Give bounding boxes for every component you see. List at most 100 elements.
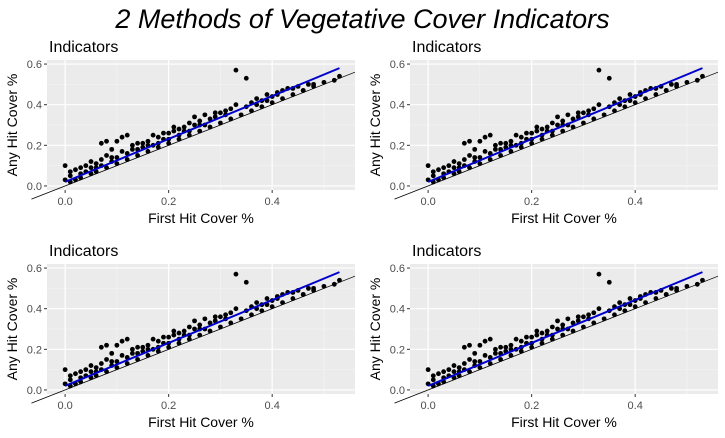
data-point <box>218 110 223 116</box>
data-point <box>596 271 602 277</box>
data-point <box>596 102 602 108</box>
data-point <box>575 110 581 116</box>
data-point <box>534 128 540 134</box>
data-point <box>467 138 472 144</box>
points-layer <box>425 67 705 185</box>
data-point <box>498 140 503 146</box>
data-point <box>161 334 166 340</box>
data-point <box>119 149 125 154</box>
data-point <box>114 155 120 160</box>
data-point <box>461 361 467 366</box>
panel-4: 0.0 0.2 0.4 0.0 0.2 0.4 0.6 Indicators First Hit… <box>367 243 719 430</box>
x-tick-label: 0.0 <box>420 196 435 208</box>
data-point <box>254 300 260 305</box>
data-point <box>493 142 498 148</box>
data-point <box>192 114 197 120</box>
reference-line <box>394 71 719 200</box>
x-tick-label: 0.4 <box>628 400 643 412</box>
data-point <box>606 75 612 81</box>
y-tick-label: 0.0 <box>27 385 42 397</box>
data-point <box>586 312 591 318</box>
panel-title: Indicators <box>412 243 481 260</box>
data-point <box>228 310 234 316</box>
data-point <box>482 149 488 154</box>
data-point <box>529 130 535 136</box>
data-point <box>88 363 94 368</box>
data-point <box>477 359 483 364</box>
y-tick-label: 0.2 <box>27 140 42 152</box>
x-tick-label: 0.2 <box>161 400 176 412</box>
panel-2: 0.0 0.2 0.4 0.0 0.2 0.4 0.6 Indicators First Hit… <box>367 39 719 226</box>
x-axis-label: First Hit Cover % <box>511 414 617 430</box>
data-point <box>513 336 519 342</box>
data-point <box>425 367 431 373</box>
data-point <box>124 336 130 342</box>
data-point <box>493 346 498 352</box>
x-tick-label: 0.4 <box>628 196 643 208</box>
data-point <box>192 318 197 324</box>
fit-line <box>427 271 703 387</box>
fit-line <box>64 271 340 387</box>
data-point <box>544 124 550 130</box>
data-point <box>451 363 457 368</box>
y-tick-label: 0.0 <box>27 181 42 193</box>
data-point <box>192 326 197 332</box>
data-point <box>498 344 503 350</box>
data-point <box>456 365 462 370</box>
y-tick-label: 0.6 <box>390 59 405 71</box>
data-point <box>109 155 115 160</box>
data-point <box>114 138 120 144</box>
data-point <box>472 146 478 152</box>
y-tick-label: 0.4 <box>390 304 405 316</box>
data-point <box>503 140 509 146</box>
data-point <box>555 114 560 120</box>
data-point <box>212 314 218 320</box>
data-point <box>135 344 140 350</box>
data-point <box>441 165 447 171</box>
data-point <box>140 344 146 350</box>
data-point <box>83 163 89 169</box>
data-point <box>508 138 514 144</box>
figure-title: 2 Methods of Vegetative Cover Indicators <box>115 4 610 34</box>
data-point <box>67 377 73 383</box>
reference-line <box>31 71 356 200</box>
x-tick-label: 0.4 <box>265 196 280 208</box>
data-point <box>482 338 488 344</box>
data-point <box>130 142 135 148</box>
x-tick-label: 0.0 <box>57 400 72 412</box>
data-point <box>88 369 94 375</box>
y-tick-label: 0.6 <box>27 59 42 71</box>
data-point <box>467 342 472 348</box>
data-point <box>493 146 498 152</box>
data-point <box>617 300 623 305</box>
data-point <box>477 342 483 348</box>
data-point <box>223 312 228 318</box>
data-point <box>544 328 550 334</box>
data-point <box>264 92 270 97</box>
data-point <box>493 350 498 356</box>
data-point <box>186 324 192 330</box>
data-point <box>207 116 213 122</box>
data-point <box>119 353 125 358</box>
data-point <box>233 271 239 277</box>
data-point <box>306 285 311 291</box>
data-point <box>166 130 172 136</box>
data-point <box>555 318 560 324</box>
data-point <box>472 359 478 364</box>
data-point <box>197 118 203 124</box>
data-point <box>212 110 218 116</box>
data-point <box>467 153 472 158</box>
data-point <box>104 153 109 158</box>
data-point <box>570 320 576 326</box>
data-point <box>109 350 115 356</box>
data-point <box>461 157 467 162</box>
data-point <box>62 367 68 373</box>
data-point <box>192 122 197 128</box>
data-point <box>67 169 73 175</box>
data-point <box>627 296 633 301</box>
data-point <box>477 138 483 144</box>
data-point <box>181 124 187 130</box>
data-point <box>441 369 447 375</box>
data-point <box>88 159 94 164</box>
x-axis-label: First Hit Cover % <box>148 210 254 226</box>
